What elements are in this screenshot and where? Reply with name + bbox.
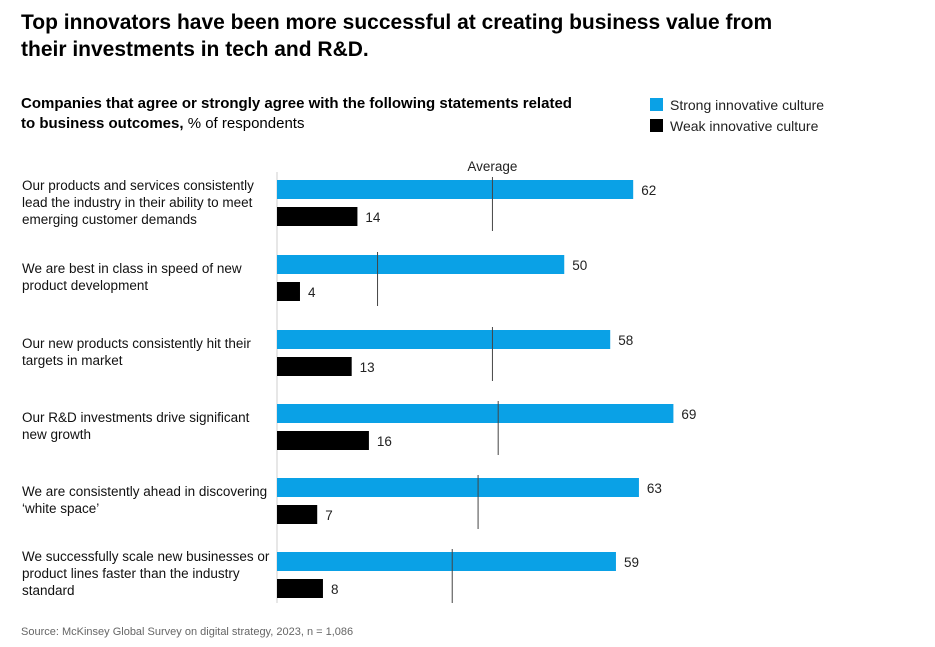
subtitle-bold: Companies that agree or strongly agree w… bbox=[21, 95, 572, 132]
legend-swatch-strong bbox=[650, 98, 663, 111]
bar-strong bbox=[277, 552, 616, 571]
legend: Strong innovative culture Weak innovativ… bbox=[650, 94, 824, 136]
value-label-weak: 14 bbox=[365, 210, 381, 225]
value-label-strong: 58 bbox=[618, 333, 633, 348]
value-label-weak: 13 bbox=[360, 360, 375, 375]
legend-item-strong: Strong innovative culture bbox=[650, 94, 824, 115]
category-label: We successfully scale new businesses or … bbox=[22, 549, 270, 598]
category-label: Our products and services consistently l… bbox=[22, 178, 254, 227]
chart-title: Top innovators have been more successful… bbox=[21, 11, 773, 61]
subtitle-unit: % of respondents bbox=[183, 115, 305, 132]
value-label-weak: 7 bbox=[325, 508, 333, 523]
bar-strong bbox=[277, 404, 674, 423]
chart-subtitle: Companies that agree or strongly agree w… bbox=[21, 94, 581, 134]
value-label-strong: 62 bbox=[641, 183, 656, 198]
bar-weak bbox=[277, 431, 369, 450]
bar-weak bbox=[277, 505, 318, 524]
legend-label-weak: Weak innovative culture bbox=[670, 117, 819, 134]
category-label: We are best in class in speed of new pro… bbox=[22, 261, 242, 293]
category-label: We are consistently ahead in discovering… bbox=[22, 484, 268, 516]
legend-label-strong: Strong innovative culture bbox=[670, 96, 825, 113]
value-label-weak: 8 bbox=[331, 582, 339, 597]
bar-weak bbox=[277, 579, 323, 598]
value-label-strong: 63 bbox=[647, 481, 662, 496]
legend-swatch-weak bbox=[650, 119, 663, 132]
bar-weak bbox=[277, 282, 300, 301]
bar-weak bbox=[277, 357, 352, 376]
bar-strong bbox=[277, 330, 611, 349]
bar-weak bbox=[277, 207, 358, 226]
average-label: Average bbox=[467, 159, 517, 174]
source-note: Source: McKinsey Global Survey on digita… bbox=[21, 626, 354, 638]
value-label-strong: 50 bbox=[572, 258, 587, 273]
value-label-weak: 16 bbox=[377, 434, 392, 449]
category-label: Our R&D investments drive significant ne… bbox=[22, 410, 250, 442]
value-label-weak: 4 bbox=[308, 285, 316, 300]
legend-item-weak: Weak innovative culture bbox=[650, 115, 824, 136]
value-label-strong: 69 bbox=[681, 407, 696, 422]
bar-strong bbox=[277, 255, 565, 274]
category-label: Our new products consistently hit their … bbox=[22, 336, 251, 368]
bar-strong bbox=[277, 478, 639, 497]
bar-strong bbox=[277, 180, 634, 199]
value-label-strong: 59 bbox=[624, 555, 639, 570]
